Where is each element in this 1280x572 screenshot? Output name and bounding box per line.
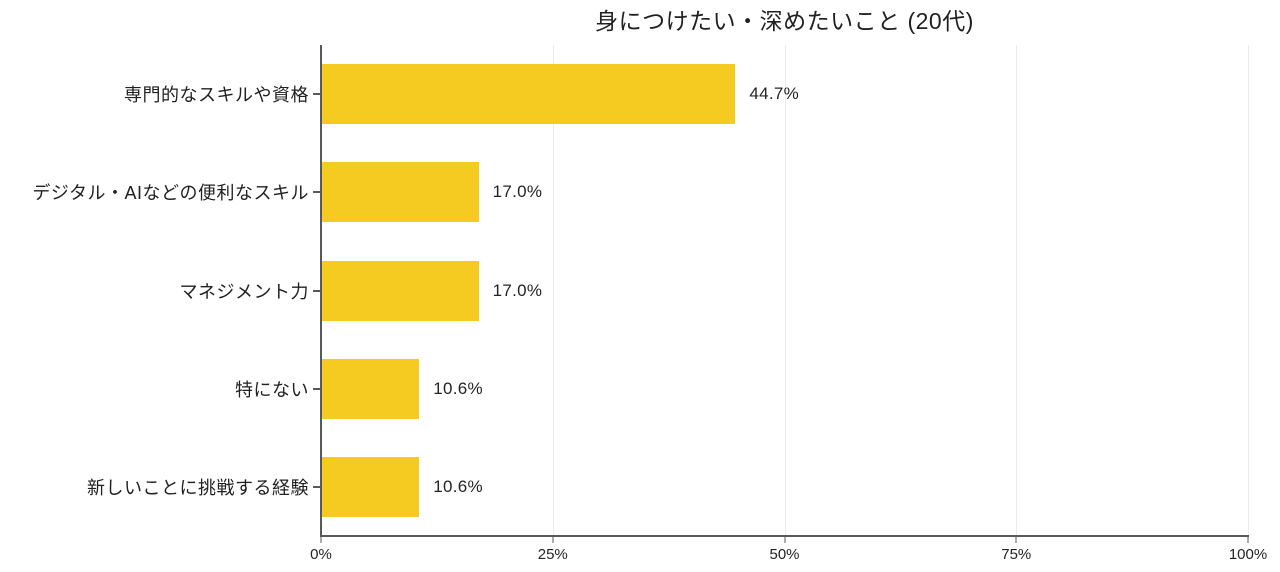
value-label: 17.0% bbox=[492, 280, 543, 300]
bar bbox=[321, 162, 479, 223]
value-label: 10.6% bbox=[433, 476, 483, 496]
x-axis-tick bbox=[320, 536, 322, 543]
y-axis-tick bbox=[313, 191, 321, 194]
bar bbox=[321, 358, 420, 419]
x-tick-label: 75% bbox=[1001, 546, 1032, 563]
gridline bbox=[1248, 45, 1249, 536]
y-axis-tick bbox=[313, 289, 321, 292]
x-axis-tick bbox=[552, 536, 554, 543]
bar-row: 専門的なスキルや資格 44.7% bbox=[124, 45, 1248, 143]
bar-row: デジタル・AIなどの便利なスキル 17.0% bbox=[32, 143, 1248, 241]
gridline bbox=[1016, 45, 1018, 536]
y-axis-tick bbox=[313, 387, 321, 390]
bar-row: マネジメント力 17.0% bbox=[180, 241, 1248, 339]
value-label: 44.7% bbox=[749, 84, 800, 104]
category-label: 特にない bbox=[235, 379, 309, 400]
category-label: 新しいことに挑戦する経験 bbox=[87, 477, 309, 498]
x-axis-tick bbox=[784, 536, 785, 543]
y-axis-line bbox=[320, 45, 322, 537]
value-label: 10.6% bbox=[433, 378, 483, 398]
gridline bbox=[552, 45, 554, 536]
bar-row: 新しいことに挑戦する経験 10.6% bbox=[87, 438, 1248, 536]
bar-row: 特にない 10.6% bbox=[235, 340, 1248, 438]
x-axis-tick bbox=[1247, 536, 1249, 543]
bar bbox=[321, 260, 479, 321]
x-tick-label: 100% bbox=[1228, 546, 1268, 563]
bar-rows: 専門的なスキルや資格 44.7% デジタル・AIなどの便利なスキル 17.0% … bbox=[32, 45, 1248, 536]
y-axis-tick bbox=[313, 93, 321, 96]
x-tick-label: 0% bbox=[310, 546, 332, 563]
x-tick-label: 25% bbox=[537, 546, 568, 563]
x-tick-label: 50% bbox=[769, 546, 800, 563]
x-axis-tick bbox=[1015, 536, 1017, 543]
bar bbox=[321, 456, 420, 517]
category-label: マネジメント力 bbox=[179, 281, 309, 302]
gridline bbox=[784, 45, 786, 536]
y-axis-tick bbox=[313, 485, 321, 488]
category-label: 専門的なスキルや資格 bbox=[124, 85, 309, 106]
bar bbox=[321, 64, 736, 125]
value-label: 17.0% bbox=[492, 182, 543, 202]
category-label: デジタル・AIなどの便利なスキル bbox=[32, 183, 309, 204]
plot-area: 専門的なスキルや資格 44.7% デジタル・AIなどの便利なスキル 17.0% … bbox=[32, 45, 1267, 563]
chart-title: 身につけたい・深めたいこと (20代) bbox=[595, 8, 974, 34]
